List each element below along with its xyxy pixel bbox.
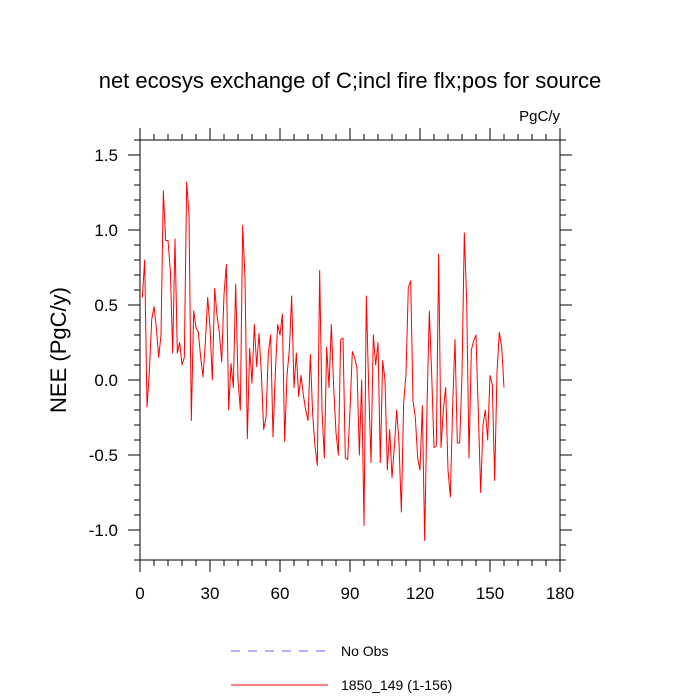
x-tick-label: 0 — [135, 584, 144, 603]
legend-label: 1850_149 (1-156) — [341, 677, 452, 693]
plot-frame — [139, 139, 561, 561]
y-tick-label: 0.0 — [94, 371, 118, 390]
series-line — [141, 181, 505, 541]
legend-label: No Obs — [341, 643, 388, 659]
y-tick-label: -0.5 — [89, 446, 118, 465]
x-tick-label: 90 — [341, 584, 360, 603]
axis-tick-labels: 0 30 60 90 120 150 180 -1.0 -0.5 0.0 0.5 1.0 1.5 — [89, 146, 574, 603]
y-tick-label: 0.5 — [94, 296, 118, 315]
x-tick-label: 30 — [201, 584, 220, 603]
chart-title: net ecosys exchange of C;incl fire flx;p… — [98, 68, 602, 93]
y-tick-label: -1.0 — [89, 521, 118, 540]
x-tick-label: 150 — [476, 584, 504, 603]
units-label: PgC/y — [519, 108, 560, 125]
x-tick-label: 60 — [271, 584, 290, 603]
series-layer — [141, 181, 505, 541]
x-tick-label: 180 — [546, 584, 574, 603]
legend: No Obs 1850_149 (1-156) — [231, 643, 452, 693]
axis-ticks — [128, 128, 572, 572]
y-tick-label: 1.5 — [94, 146, 118, 165]
x-tick-label: 120 — [406, 584, 434, 603]
y-axis-label: NEE (PgC/y) — [46, 287, 71, 413]
y-tick-label: 1.0 — [94, 221, 118, 240]
